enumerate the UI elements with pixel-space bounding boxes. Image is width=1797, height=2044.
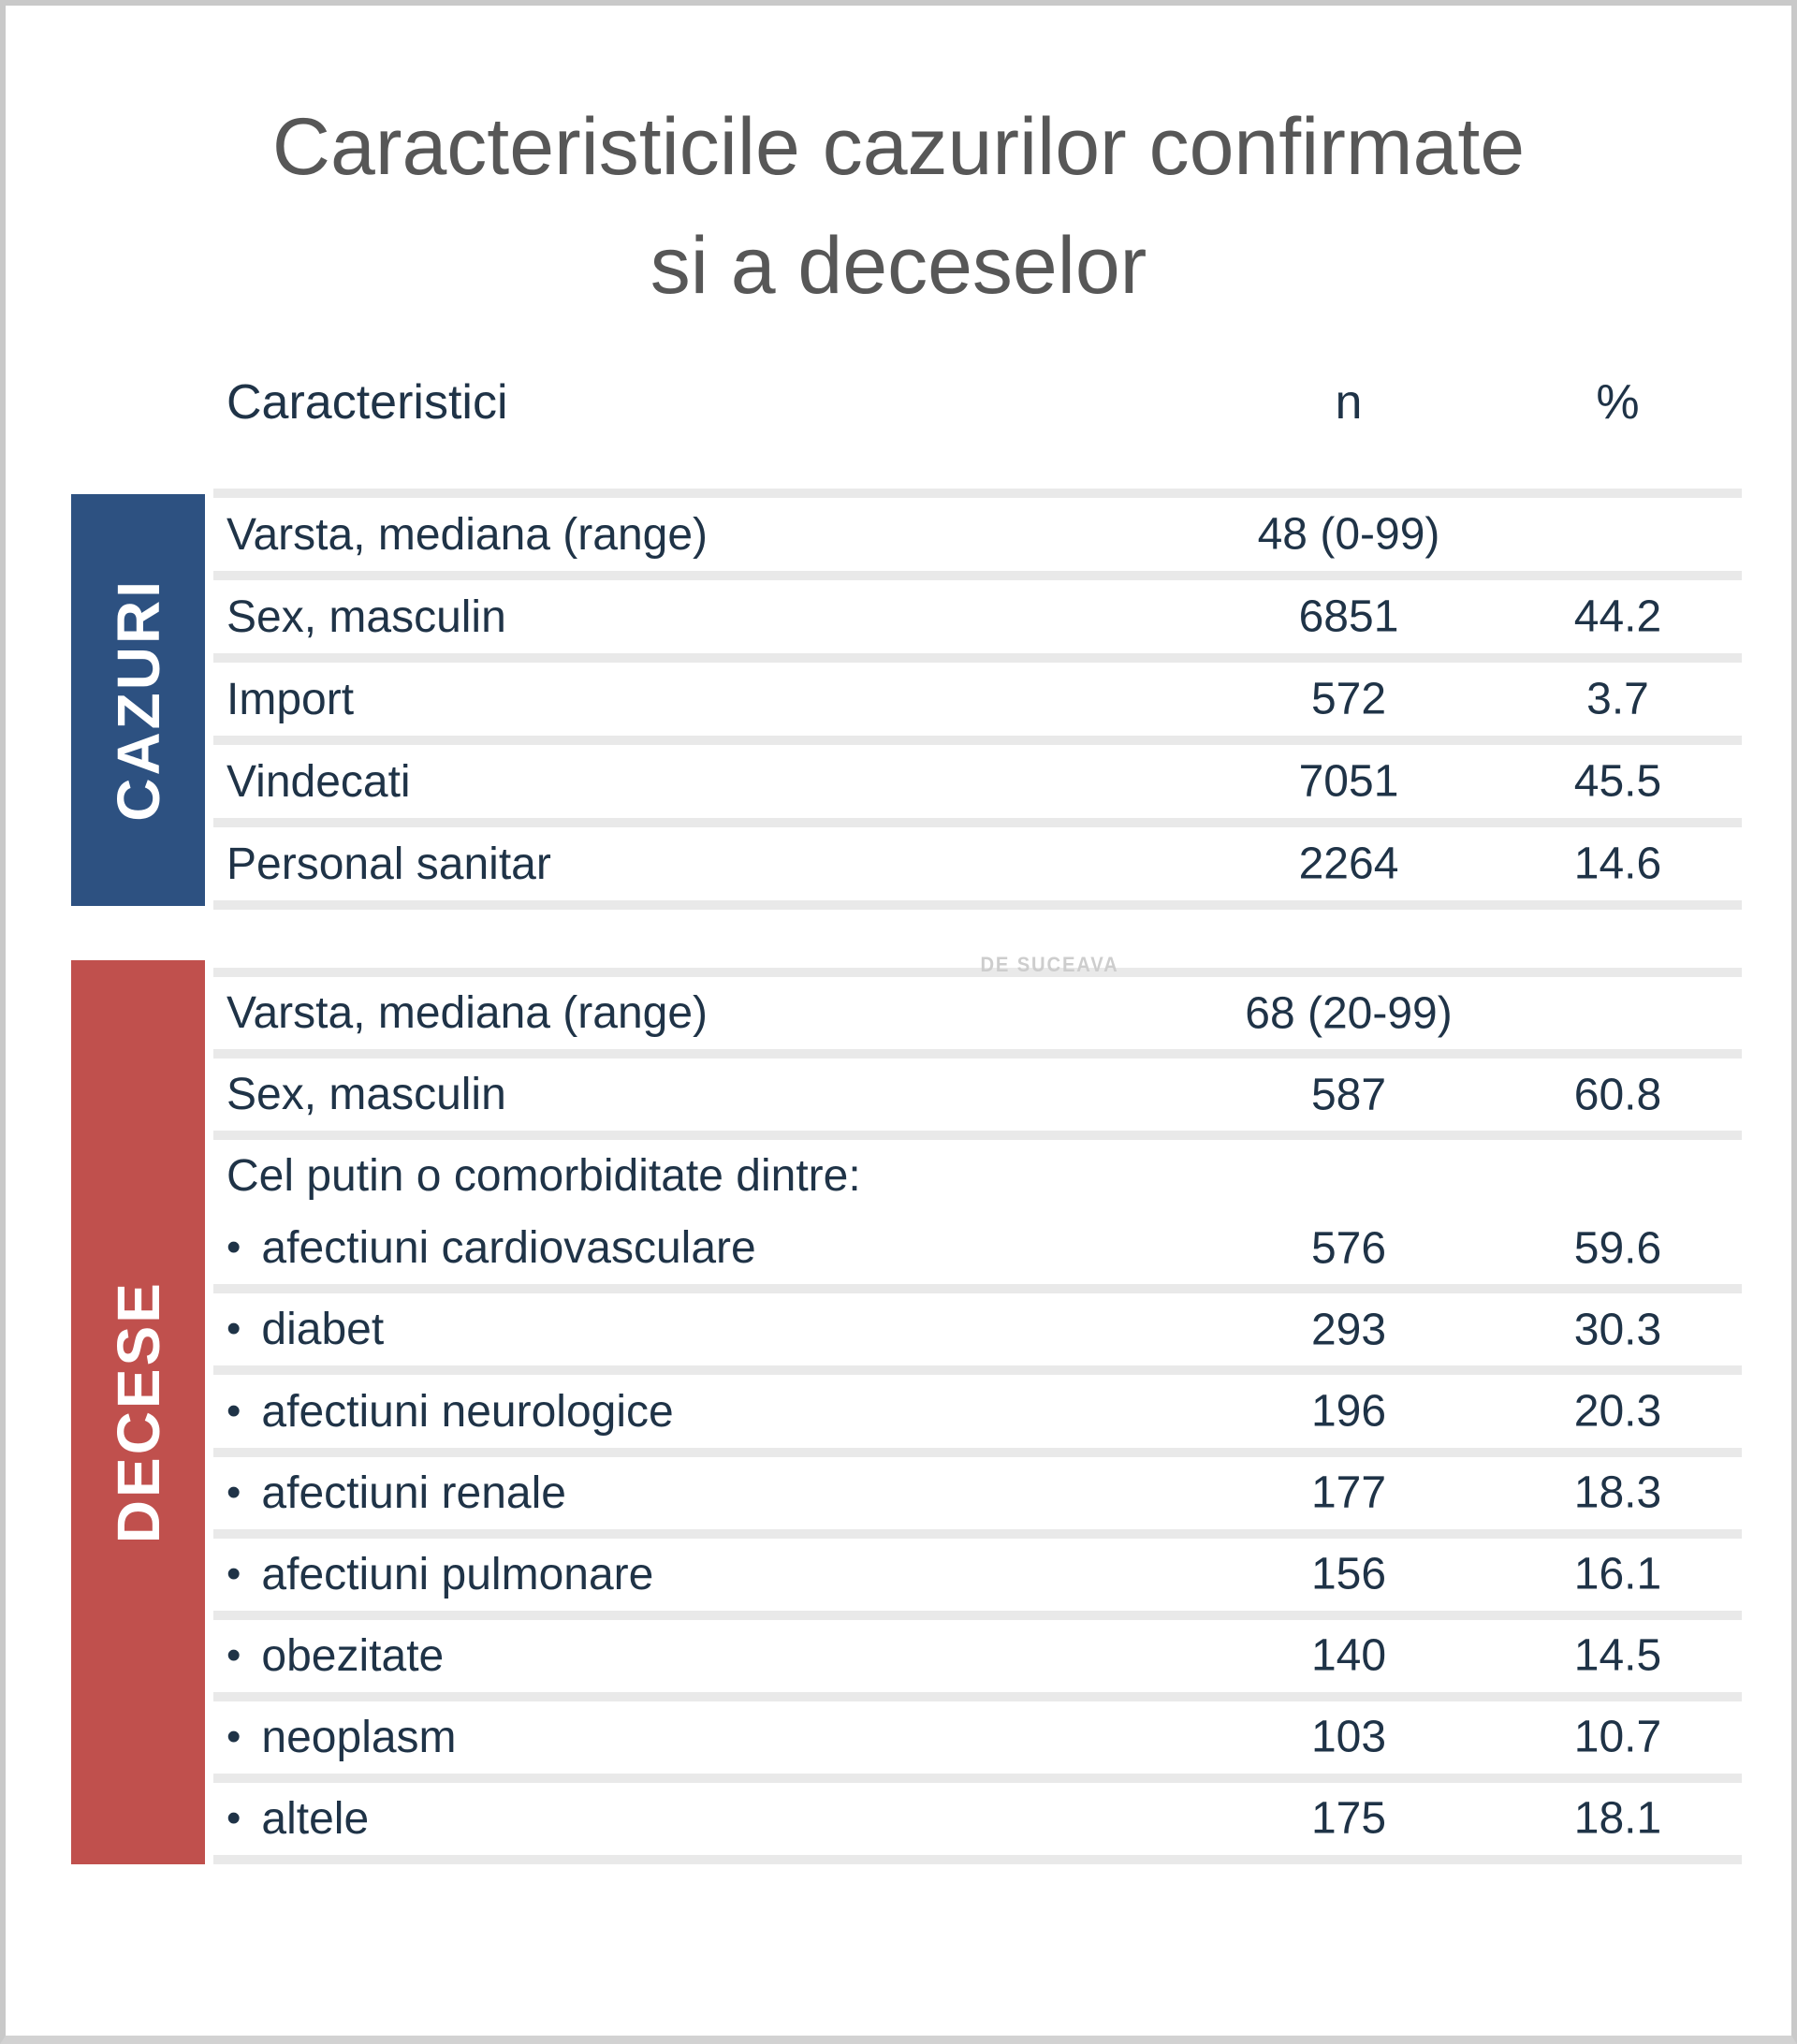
bullet-icon: •: [226, 1713, 241, 1759]
table-row: Varsta, mediana (range) 48 (0-99): [213, 498, 1742, 571]
row-label-text: afectiuni cardiovasculare: [261, 1223, 756, 1274]
row-n-value: 576: [1310, 1223, 1387, 1274]
row-n-value: 48 (0-99): [1257, 509, 1440, 560]
row-n-value: 68 (20-99): [1245, 988, 1453, 1039]
row-label: Varsta, mediana (range): [226, 509, 709, 560]
row-percent-value: 44.2: [1573, 591, 1662, 642]
column-header-percent: %: [1596, 375, 1640, 430]
row-percent-value: 14.6: [1573, 839, 1662, 889]
page-title-line-1: Caracteristicile cazurilor confirmate: [271, 102, 1526, 192]
bullet-icon: •: [226, 1794, 241, 1841]
row-label: Import: [226, 674, 355, 724]
table-row-comorbidity-group: Cel putin o comorbiditate dintre: • afect…: [213, 1140, 1742, 1285]
row-label: Varsta, mediana (range): [226, 988, 709, 1039]
row-n-value: 140: [1310, 1630, 1387, 1681]
section-decese: DECESE Varsta, mediana (range) 68 (20-99…: [71, 960, 1742, 1864]
cazuri-table: Varsta, mediana (range) 48 (0-99) Sex, m…: [213, 489, 1742, 910]
row-label: Sex, masculin: [226, 1070, 506, 1120]
row-n-value: 6851: [1298, 591, 1399, 642]
bullet-icon: •: [226, 1306, 241, 1352]
table-row: • obezitate 140 14.5: [213, 1619, 1742, 1692]
group-first-item-line: • afectiuni cardiovasculare 576 59.6: [213, 1212, 1742, 1284]
row-n-value: 293: [1310, 1305, 1387, 1355]
row-label-text: afectiuni renale: [261, 1467, 566, 1518]
row-label: • neoplasm: [226, 1712, 457, 1763]
row-label: • afectiuni renale: [226, 1467, 566, 1519]
row-label: Vindecati: [226, 756, 411, 807]
group-header-line: Cel putin o comorbiditate dintre:: [213, 1140, 1742, 1212]
bullet-icon: •: [226, 1468, 241, 1515]
table-row: Sex, masculin 587 60.8: [213, 1058, 1742, 1132]
cazuri-sidebar-label: CAZURI: [104, 578, 172, 822]
table-row: Personal sanitar 2264 14.6: [213, 827, 1742, 900]
row-label: Personal sanitar: [226, 839, 551, 889]
row-n-value: 156: [1310, 1549, 1387, 1599]
row-label-text: altele: [261, 1793, 370, 1844]
bullet-icon: •: [226, 1387, 241, 1434]
table-column-header: Caracteristici n %: [213, 366, 1742, 439]
table-row: • neoplasm 103 10.7: [213, 1701, 1742, 1774]
table-row: Sex, masculin 6851 44.2: [213, 580, 1742, 653]
row-n-value: 7051: [1298, 756, 1399, 807]
row-label: Sex, masculin: [226, 591, 506, 642]
decese-sidebar-label: DECESE: [104, 1280, 172, 1544]
decese-sidebar: DECESE: [71, 960, 205, 1864]
row-label: • afectiuni pulmonare: [226, 1549, 653, 1600]
row-percent-value: 10.7: [1573, 1712, 1662, 1762]
decese-table: Varsta, mediana (range) 68 (20-99) Sex, …: [213, 968, 1742, 1864]
row-percent-value: 30.3: [1573, 1305, 1662, 1355]
cazuri-sidebar: CAZURI: [71, 494, 205, 906]
row-n-value: 587: [1310, 1070, 1387, 1120]
row-label: • afectiuni neurologice: [226, 1386, 674, 1438]
table-row: • afectiuni neurologice 196 20.3: [213, 1375, 1742, 1448]
row-n-value: 2264: [1298, 839, 1399, 889]
row-percent-value: 45.5: [1573, 756, 1662, 807]
row-n-value: 103: [1310, 1712, 1387, 1762]
table-row: Import 572 3.7: [213, 663, 1742, 736]
row-percent-value: 60.8: [1573, 1070, 1662, 1120]
bullet-icon: •: [226, 1550, 241, 1597]
row-percent-value: 16.1: [1573, 1549, 1662, 1599]
column-header-characteristic: Caracteristici: [226, 375, 508, 430]
table-row: • diabet 293 30.3: [213, 1293, 1742, 1366]
row-label: • altele: [226, 1793, 369, 1845]
row-label-text: afectiuni pulmonare: [261, 1549, 654, 1599]
row-percent-value: 14.5: [1573, 1630, 1662, 1681]
row-percent-value: 59.6: [1573, 1223, 1662, 1274]
row-n-value: 175: [1310, 1793, 1387, 1844]
group-header-label: Cel putin o comorbiditate dintre:: [226, 1151, 861, 1202]
row-percent-value: 3.7: [1586, 674, 1649, 724]
section-cazuri: CAZURI Varsta, mediana (range) 48 (0-99)…: [71, 489, 1742, 910]
table-row: Varsta, mediana (range) 68 (20-99): [213, 977, 1742, 1050]
table-row: • afectiuni renale 177 18.3: [213, 1456, 1742, 1529]
column-header-n: n: [1335, 375, 1363, 430]
bullet-icon: •: [226, 1631, 241, 1678]
row-percent-value: 18.3: [1573, 1467, 1662, 1518]
table-row: Vindecati 7051 45.5: [213, 745, 1742, 818]
watermark-text: DE SUCEAVA: [980, 953, 1119, 976]
row-percent-value: 20.3: [1573, 1386, 1662, 1437]
row-n-value: 196: [1310, 1386, 1387, 1437]
row-label-text: neoplasm: [261, 1712, 457, 1762]
page-title: Caracteristicile cazurilor confirmate si…: [6, 88, 1791, 327]
table-row: • afectiuni pulmonare 156 16.1: [213, 1538, 1742, 1611]
table-row: • altele 175 18.1: [213, 1782, 1742, 1856]
row-label-text: afectiuni neurologice: [261, 1386, 674, 1437]
row-percent-value: 18.1: [1573, 1793, 1662, 1844]
row-label-text: diabet: [261, 1305, 385, 1355]
row-n-value: 572: [1310, 674, 1387, 724]
bullet-icon: •: [226, 1224, 241, 1271]
row-label: • afectiuni cardiovasculare: [226, 1222, 756, 1274]
row-label: • diabet: [226, 1304, 384, 1355]
row-label: • obezitate: [226, 1630, 444, 1682]
page-title-line-2: si a deceselor: [650, 221, 1147, 312]
row-n-value: 177: [1310, 1467, 1387, 1518]
row-label-text: obezitate: [261, 1630, 445, 1681]
